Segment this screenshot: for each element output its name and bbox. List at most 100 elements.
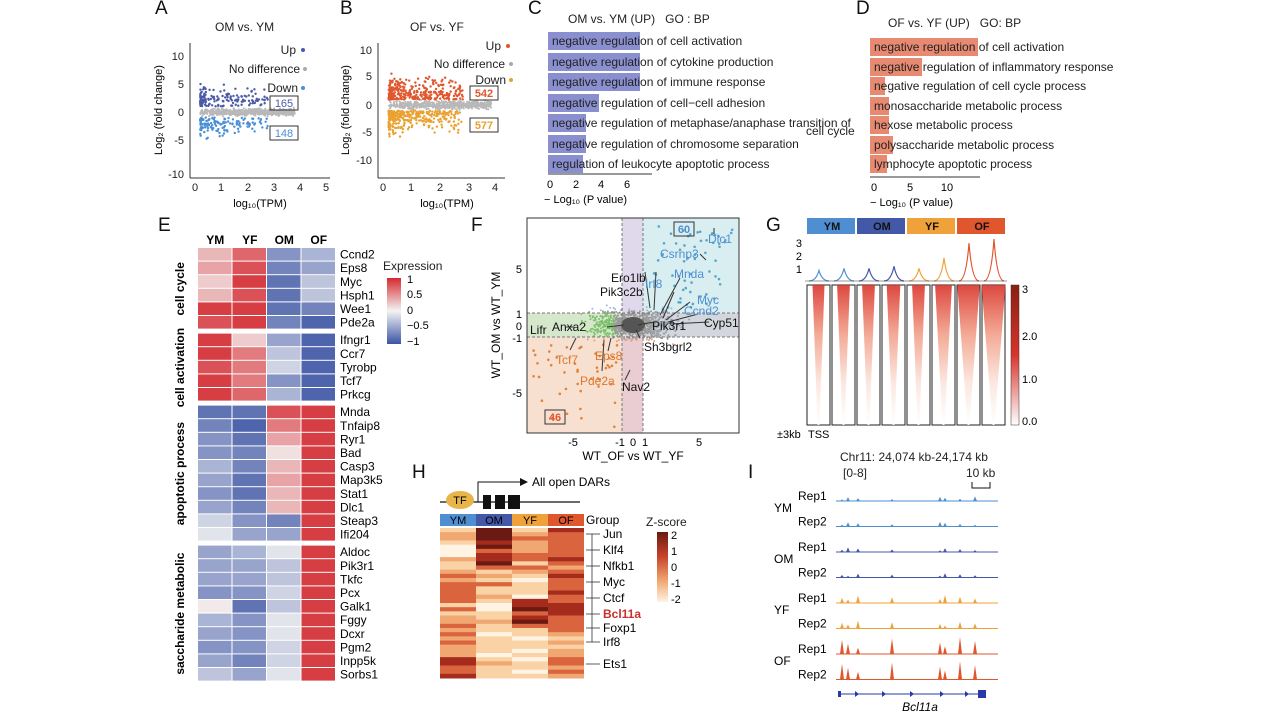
down-point — [213, 122, 217, 126]
up-point — [435, 81, 438, 85]
i-group-label: OM — [774, 552, 793, 566]
e-gene-label: Bad — [340, 446, 361, 460]
i-peak — [846, 643, 850, 654]
down-point — [413, 117, 416, 120]
up-point — [426, 77, 430, 81]
f-down-point — [576, 370, 579, 373]
f-down-point — [596, 370, 599, 373]
f-down-point — [597, 385, 600, 388]
i-peak — [840, 574, 844, 578]
f-up-point — [693, 245, 696, 249]
i-rep-label: Rep2 — [798, 617, 827, 631]
e-heat-cell — [267, 528, 301, 541]
h-heat-cell — [440, 544, 476, 550]
h-heat-cell — [548, 615, 584, 621]
h-heat-cell — [548, 573, 584, 579]
down-point — [442, 112, 445, 116]
down-point — [231, 118, 235, 121]
up-point — [225, 98, 229, 102]
f-up-point — [693, 253, 697, 257]
b-ytick: 5 — [366, 71, 372, 83]
up-point — [414, 84, 417, 88]
i-peak — [856, 548, 860, 552]
h-group-name: OF — [558, 515, 574, 527]
i-peak — [958, 636, 962, 654]
h-heat-cell — [512, 578, 548, 583]
h-heat-cell — [476, 557, 512, 562]
down-point — [457, 118, 461, 121]
e-heat-cell — [232, 302, 266, 315]
h-heat-cell — [476, 673, 512, 679]
up-point — [458, 92, 461, 95]
h-heat-cell — [512, 669, 548, 675]
down-point — [415, 122, 418, 125]
up-point — [452, 94, 456, 98]
up-point — [442, 83, 445, 86]
e-heat-cell — [267, 405, 301, 419]
e-heat-cell — [301, 654, 335, 667]
h-heat-cell — [512, 673, 548, 679]
up-point — [402, 82, 406, 85]
e-heat-cell — [232, 275, 266, 288]
up-point — [452, 98, 455, 101]
e-heat-cell — [267, 288, 301, 302]
f-up-point — [689, 305, 693, 309]
f-up-point — [678, 248, 682, 252]
up-point — [263, 88, 266, 91]
e-heat-cell — [267, 545, 301, 559]
f-up-point — [718, 282, 722, 286]
down-point — [235, 121, 239, 125]
up-point — [390, 81, 394, 84]
h-heat-cell — [548, 669, 584, 675]
down-point — [450, 112, 453, 116]
go-term-bar — [548, 134, 586, 153]
up-point — [199, 103, 202, 106]
i-peak — [840, 622, 844, 629]
h-heat-cell — [476, 636, 512, 641]
panel-b-plot: 10 5 0 -5 -10 0 1 2 3 4 log₁₀(TPM) Log₂ … — [340, 39, 513, 210]
e-legend-tick: −0.5 — [407, 320, 429, 332]
up-point — [447, 94, 451, 97]
up-point — [404, 91, 408, 95]
up-point — [399, 89, 403, 92]
h-gene-label: Nfkb1 — [603, 559, 635, 573]
up-point — [227, 92, 231, 96]
g-profile-line — [883, 266, 905, 282]
panel-label-i: I — [748, 462, 754, 483]
e-column-label: OF — [310, 233, 327, 247]
f-up-point — [705, 302, 708, 306]
h-heat-cell — [548, 598, 584, 604]
down-point — [432, 120, 435, 124]
h-heat-cell — [476, 644, 512, 650]
i-peak — [856, 523, 860, 527]
f-ytick: -1 — [512, 333, 522, 345]
f-up-point — [661, 253, 665, 256]
i-peak — [856, 671, 860, 680]
up-point — [255, 97, 259, 101]
e-heat-cell — [198, 248, 232, 261]
up-point — [263, 102, 266, 105]
up-point — [431, 79, 434, 82]
e-heat-cell — [301, 613, 335, 627]
h-heat-cell — [440, 653, 476, 658]
d-xtick: 5 — [907, 182, 913, 194]
e-heat-cell — [301, 316, 335, 329]
i-rep-label: Rep2 — [798, 515, 827, 529]
f-up-point — [714, 259, 717, 262]
down-point — [450, 124, 453, 127]
h-heat-cell — [548, 548, 584, 554]
down-point — [396, 114, 399, 117]
i-peak — [856, 498, 860, 501]
e-heat-cell — [301, 545, 335, 559]
f-label-mnda: Mnda — [674, 267, 704, 281]
down-point — [439, 117, 442, 120]
up-point — [259, 104, 262, 107]
f-down-point — [589, 377, 593, 380]
h-heat-cell — [476, 628, 512, 633]
e-heat-cell — [301, 600, 335, 613]
up-point — [454, 81, 457, 84]
h-heat-cell — [440, 528, 476, 533]
e-heat-cell — [198, 446, 232, 459]
up-point — [253, 101, 257, 105]
up-point — [393, 94, 396, 97]
